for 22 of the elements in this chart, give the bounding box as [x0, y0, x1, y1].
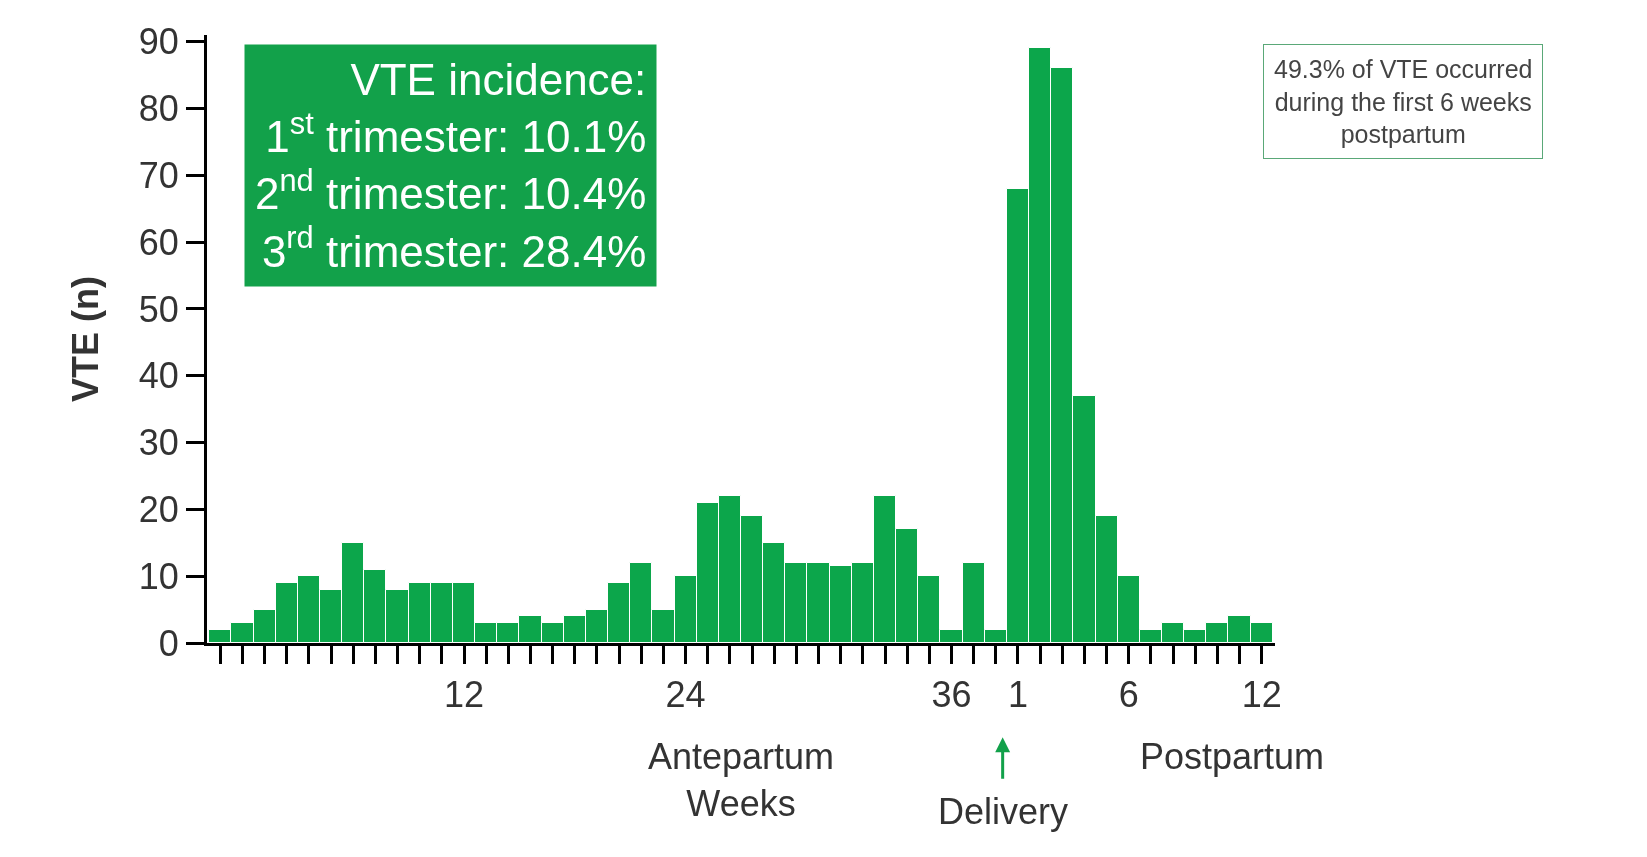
y-tick-label: 70: [138, 154, 179, 196]
text: VTE incidence: 1$^{st}$ trimester: 10.1% 2$^{nd}$ trimester: 10.4% 3$^{rd}$ trimester: 28.4%: [255, 55, 647, 276]
text: Delivery: [938, 791, 1069, 832]
y-tick-label: 40: [138, 355, 179, 397]
y-tick-label: 60: [138, 221, 179, 263]
x-tick-label: 36: [931, 674, 972, 716]
y-tick-label: 90: [138, 21, 179, 63]
y-tick-label: 0: [158, 622, 179, 664]
y-axis-title: VTE (n): [64, 276, 106, 402]
x-tick-label: 12: [444, 674, 485, 716]
y-tick-label: 20: [138, 488, 179, 530]
text: Postpartum: [1140, 736, 1325, 777]
y-tick-label: 10: [138, 555, 179, 597]
annotation: 49.3% of VTE occurred during the first 6 weeks postpartum: [1274, 55, 1533, 148]
text: Antepartum Weeks: [648, 736, 835, 824]
y-tick-label: 30: [138, 422, 179, 464]
x-tick-label: 1: [1007, 674, 1028, 716]
x-tick-label: 24: [665, 674, 706, 716]
y-tick-label: 80: [138, 88, 179, 130]
x-tick-label: 6: [1118, 674, 1139, 716]
x-tick-label: 12: [1241, 674, 1282, 716]
y-tick-label: 50: [138, 288, 179, 330]
